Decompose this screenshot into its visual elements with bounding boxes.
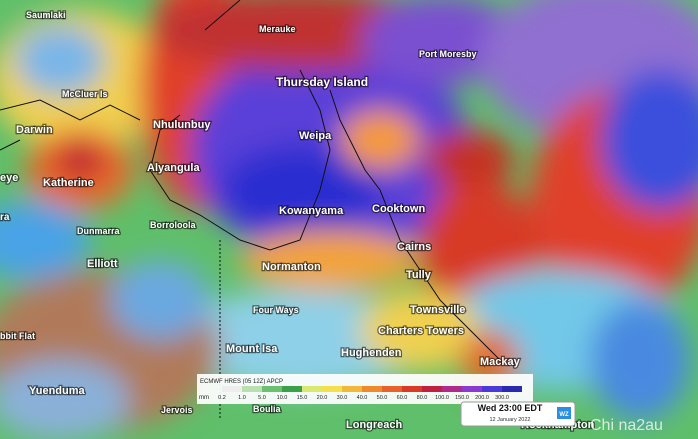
legend-tick: 5.0 — [258, 395, 266, 401]
watermark: Chi na2au — [590, 417, 663, 434]
legend-swatch — [302, 386, 322, 392]
place-label: McCluer Is — [62, 89, 108, 99]
legend-tick: 30.0 — [337, 395, 348, 401]
legend-swatch — [342, 386, 362, 392]
logo — [557, 407, 571, 419]
timestamp-time: Wed 23:00 EDT — [478, 403, 543, 413]
legend-swatch — [282, 386, 302, 392]
legend-tick: 80.0 — [417, 395, 428, 401]
timestamp: Wed 23:00 EDT 12 January 2022 WZ — [460, 401, 576, 427]
legend-title: ECMWF HRES (05 12Z) APCP — [200, 379, 283, 385]
place-label: Weipa — [299, 130, 332, 142]
legend-tick: 40.0 — [357, 395, 368, 401]
legend: ECMWF HRES (05 12Z) APCP mm 0.2 1.0 5.0 10.0… — [197, 374, 533, 404]
legend-tick: 200.0 — [475, 395, 489, 401]
legend-swatch — [422, 386, 442, 392]
logo-text: WZ — [559, 412, 569, 418]
legend-swatch — [402, 386, 422, 392]
place-label: Cairns — [397, 241, 431, 253]
place-label: Thursday Island — [276, 75, 368, 89]
place-label: Borroloola — [150, 220, 196, 230]
place-label: Townsville — [410, 304, 465, 316]
place-label: Mackay — [480, 356, 521, 368]
legend-tick: 10.0 — [277, 395, 288, 401]
place-label: bbit Flat — [0, 331, 35, 341]
place-label: Longreach — [346, 419, 403, 431]
place-label: Yuenduma — [29, 385, 86, 397]
legend-swatch — [262, 386, 282, 392]
place-label: Charters Towers — [378, 325, 464, 337]
legend-swatch — [222, 386, 242, 392]
place-label: Kowanyama — [279, 205, 344, 217]
place-label: Four Ways — [253, 305, 299, 315]
legend-tick: 60.0 — [397, 395, 408, 401]
place-label: Darwin — [16, 124, 53, 136]
legend-tick: 150.0 — [455, 395, 469, 401]
place-label: ra — [0, 212, 10, 223]
legend-swatch — [442, 386, 462, 392]
legend-tick: 300.0 — [495, 395, 509, 401]
place-label: eye — [0, 172, 18, 184]
place-label: Port Moresby — [419, 49, 477, 59]
place-label: Nhulunbuy — [153, 119, 211, 131]
place-label: Tully — [406, 269, 432, 281]
legend-swatch — [462, 386, 482, 392]
place-label: Jervois — [161, 405, 193, 415]
legend-tick: 50.0 — [377, 395, 388, 401]
place-label: Dunmarra — [77, 226, 121, 236]
legend-swatch — [382, 386, 402, 392]
place-label: Katherine — [43, 177, 94, 189]
place-label: Saumlaki — [26, 10, 66, 20]
place-label: Hughenden — [341, 347, 402, 359]
place-label: Normanton — [262, 261, 321, 273]
timestamp-box — [460, 401, 576, 427]
timestamp-date: 12 January 2022 — [490, 417, 531, 423]
legend-swatch — [322, 386, 342, 392]
place-label: Merauke — [259, 24, 296, 34]
place-label: Mount Isa — [226, 343, 278, 355]
place-label: Boulia — [253, 404, 281, 414]
legend-swatch — [482, 386, 502, 392]
place-label: Elliott — [87, 258, 118, 270]
legend-tick: 0.2 — [218, 395, 226, 401]
legend-unit: mm — [199, 395, 209, 401]
legend-tick: 100.0 — [435, 395, 449, 401]
legend-tick: 20.0 — [317, 395, 328, 401]
place-label: Cooktown — [372, 203, 425, 215]
legend-tick: 1.0 — [238, 395, 246, 401]
legend-swatch — [242, 386, 262, 392]
legend-swatch — [502, 386, 522, 392]
legend-swatch — [362, 386, 382, 392]
legend-tick: 15.0 — [297, 395, 308, 401]
place-label: Alyangula — [147, 162, 200, 174]
